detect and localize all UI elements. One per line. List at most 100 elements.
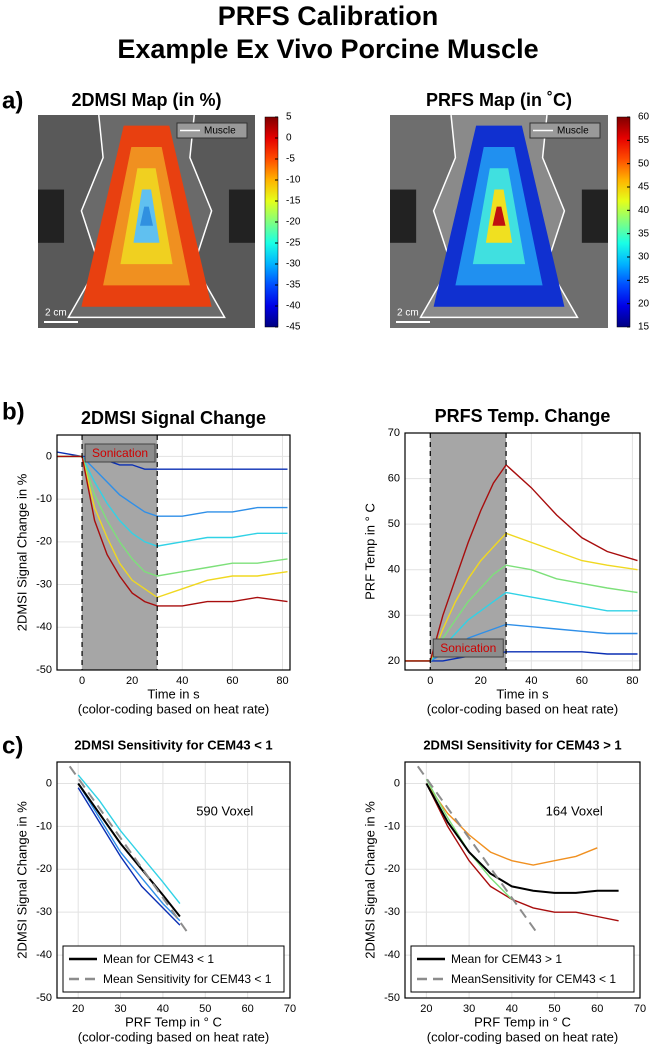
colorbar-label: -45 [286,322,301,333]
y-tick-label: 50 [388,518,400,530]
x-tick-label: 70 [284,1003,296,1015]
series-line [57,455,288,577]
colorbar-label: -5 [286,154,295,165]
colorbar-label: 35 [638,228,650,239]
legend-label: MeanSensitivity for CEM43 < 1 [451,972,616,986]
x-tick-label: 30 [463,1003,475,1015]
y-tick-label: -30 [384,906,400,918]
legend-text: Muscle [204,126,236,137]
series-line [416,765,539,935]
legend-label: Mean Sensitivity for CEM43 < 1 [103,972,272,986]
sonication-shade [82,435,158,670]
figure-title: PRFS Calibration [218,1,439,31]
y-tick-label: -20 [384,863,400,875]
legend-box [176,122,248,139]
y-tick-label: -40 [36,621,52,633]
y-tick-label: -40 [36,949,52,961]
x-tick-label: 30 [114,1003,126,1015]
scale-label: 2 cm [397,308,419,319]
colorbar-label: 15 [638,322,650,333]
series-line [68,765,190,935]
series-line [425,783,619,894]
plot-frame [404,432,641,671]
map-region [492,206,506,226]
map-side [390,189,417,243]
x-tick-label: 60 [576,675,588,687]
x-tick-label: 60 [226,675,238,687]
y-tick-label: -50 [384,992,400,1004]
chart-title: PRFS Temp. Change [435,406,611,426]
chart-title: 2DMSI Sensitivity for CEM43 > 1 [423,737,621,752]
chart-title: 2DMSI Sensitivity for CEM43 < 1 [74,737,272,752]
y-axis-label: 2DMSI Signal Change in % [14,801,29,959]
x-tick-label: 60 [591,1003,603,1015]
colorbar-label: 55 [638,135,650,146]
annotation: 164 Voxel [546,803,603,818]
x-tick-label: 40 [157,1003,169,1015]
colorbar-label: -35 [286,280,301,291]
series-line [77,783,181,922]
chart-title: 2DMSI Signal Change [81,408,266,428]
x-tick-label: 0 [79,675,85,687]
y-tick-label: 40 [388,564,400,576]
x-tick-label: 80 [276,675,288,687]
y-tick-label: -20 [36,863,52,875]
y-axis-label: PRF Temp in ° C [362,503,377,600]
series-line [57,455,288,607]
map-side [228,189,255,243]
colorbar-label: -15 [286,196,301,207]
series-line [77,787,181,926]
y-tick-label: -40 [384,949,400,961]
x-axis-label: PRF Temp in ° C [474,1014,571,1029]
legend-box [62,945,285,993]
legend-box [410,945,635,993]
colorbar-label: -25 [286,238,301,249]
legend-label: Mean for CEM43 > 1 [451,952,562,966]
x-axis-label: Time in s [496,686,549,701]
figure-subtitle: Example Ex Vivo Porcine Muscle [117,34,538,64]
colorbar-label: 50 [638,158,650,169]
map-side [38,189,65,243]
map-side [581,189,608,243]
colorbar-label: 45 [638,182,650,193]
y-tick-label: -30 [36,906,52,918]
legend-text: Muscle [557,126,589,137]
series-line [77,782,181,918]
sonication-shade [430,433,507,670]
y-axis-label: 2DMSI Signal Change in % [362,801,377,959]
x-tick-label: 40 [176,675,188,687]
x-tick-label: 50 [548,1003,560,1015]
colorbar-label: 20 [638,298,650,309]
colorbar-label: 0 [286,133,292,144]
colorbar-label: 40 [638,205,650,216]
x-tick-label: 0 [427,675,433,687]
x-tick-label: 20 [475,675,487,687]
map-title: PRFS Map (in ˚C) [426,90,572,110]
colorbar-label: -20 [286,217,301,228]
annotation: Sonication [440,641,496,655]
series-line [425,783,619,922]
map-title: 2DMSI Map (in %) [71,90,221,110]
x-tick-label: 80 [626,675,638,687]
y-tick-label: -10 [36,820,52,832]
plot-frame [404,761,641,999]
plot-frame [56,434,291,671]
x-axis-subtitle: (color-coding based on heat rate) [427,701,619,716]
y-tick-label: 20 [388,655,400,667]
colorbar-label: 25 [638,275,650,286]
map-region [139,206,154,226]
x-axis-label: Time in s [147,686,200,701]
x-tick-label: 50 [199,1003,211,1015]
series-line [57,455,288,517]
y-tick-label: -50 [36,992,52,1004]
annotation: 590 Voxel [196,803,253,818]
x-tick-label: 20 [420,1003,432,1015]
y-tick-label: -10 [36,493,52,505]
panel-label: b) [2,398,25,425]
x-tick-label: 40 [525,675,537,687]
x-axis-subtitle: (color-coding based on heat rate) [78,701,270,716]
legend-label: Mean for CEM43 < 1 [103,952,214,966]
scale-label: 2 cm [45,308,67,319]
series-line [57,455,288,547]
